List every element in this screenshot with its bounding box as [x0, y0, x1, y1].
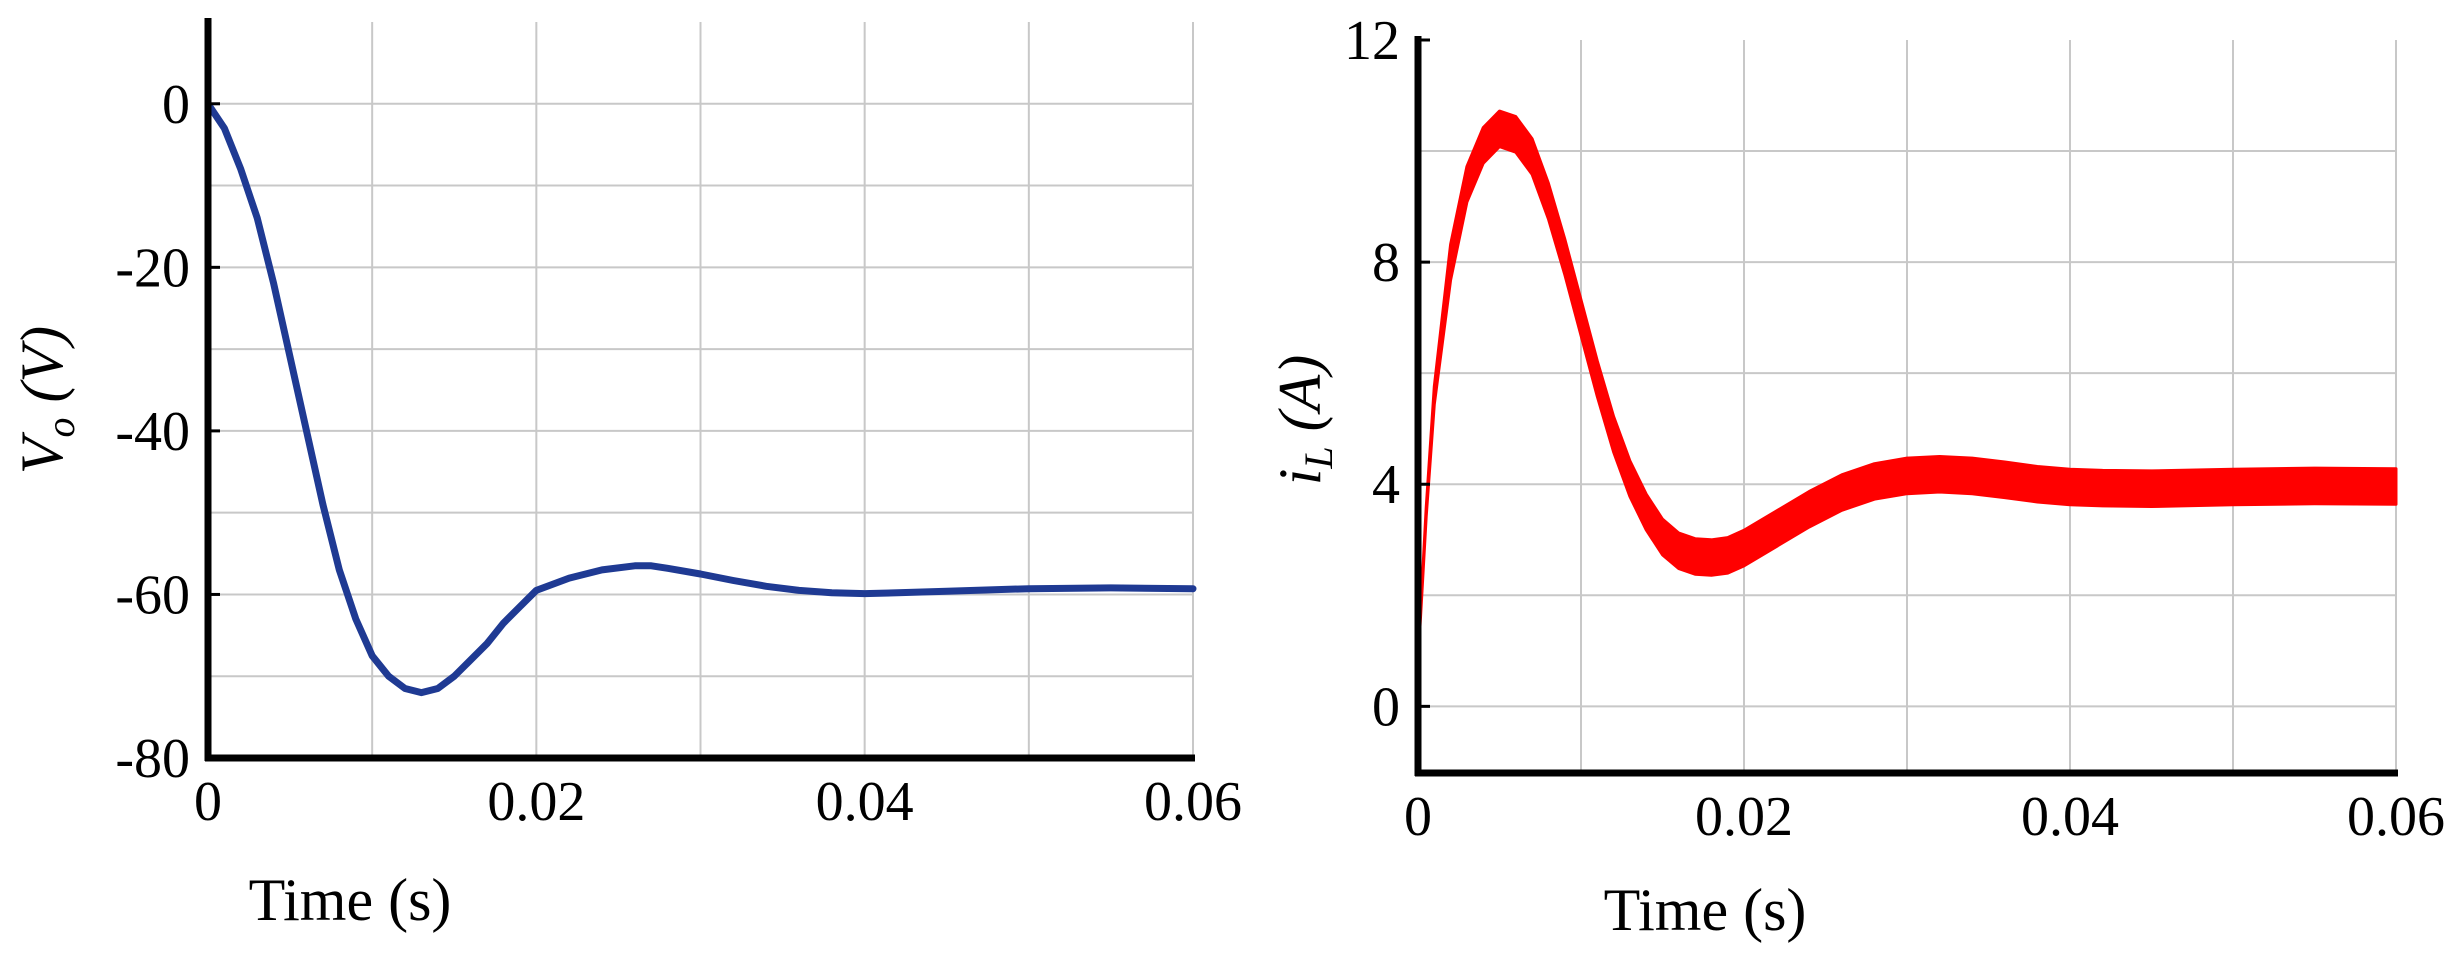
x-ticks-vo: 0 0.02 0.04 0.06	[194, 771, 1242, 833]
y-tick-label-vo-0: 0	[162, 74, 190, 136]
y-axis-title-il: iL (A)	[1267, 355, 1341, 486]
x-tick-label-vo-1: 0.02	[487, 771, 585, 833]
series-vo	[204, 100, 1197, 697]
axes-vo	[204, 18, 1195, 762]
series-il	[1416, 109, 2398, 664]
x-tick-label-vo-0: 0	[194, 771, 222, 833]
y-axis-title-vo-unit: (V)	[9, 326, 75, 418]
y-axis-title-il-main: i	[1267, 469, 1333, 486]
chart-vo: 0 -20 -40 -60 -80 0 0.02 0.04 0.06 Time (s) Vo …	[9, 18, 1242, 933]
y-axis-title-vo: Vo (V)	[9, 326, 83, 474]
x-tick-label-vo-3: 0.06	[1144, 771, 1242, 833]
y-axis-title-vo-sub: o	[38, 417, 83, 437]
chart-il: 0 4 8 12 0 0.02 0.04 0.06 Time (s) iL (A)	[1267, 10, 2445, 943]
series-band-il-0	[1416, 109, 2398, 664]
grid-il	[1418, 40, 2397, 773]
y-tick-label-vo-1: -20	[115, 237, 190, 299]
y-tick-label-il-3: 12	[1344, 10, 1400, 72]
x-tick-label-il-0: 0	[1404, 786, 1432, 848]
y-tick-label-vo-2: -40	[115, 401, 190, 463]
x-axis-title-il: Time (s)	[1604, 877, 1807, 943]
y-ticks-il: 0 4 8 12	[1344, 10, 1430, 738]
x-tick-label-il-3: 0.06	[2347, 786, 2445, 848]
x-axis-title-vo: Time (s)	[249, 867, 452, 933]
axes-il	[1414, 36, 2398, 777]
y-tick-label-il-2: 8	[1372, 232, 1400, 294]
x-ticks-il: 0 0.02 0.04 0.06	[1404, 786, 2445, 848]
x-tick-label-il-2: 0.04	[2021, 786, 2119, 848]
x-tick-label-vo-2: 0.04	[816, 771, 914, 833]
x-tick-label-il-1: 0.02	[1695, 786, 1793, 848]
y-ticks-vo: 0 -20 -40 -60 -80	[115, 74, 220, 790]
grid-vo	[208, 22, 1194, 758]
y-tick-label-il-1: 4	[1372, 454, 1400, 516]
y-tick-label-vo-4: -80	[115, 728, 190, 790]
y-tick-label-vo-3: -60	[115, 564, 190, 626]
y-axis-title-il-sub: L	[1296, 446, 1341, 469]
y-axis-title-vo-main: V	[9, 431, 75, 474]
y-axis-title-il-unit: (A)	[1267, 355, 1333, 447]
y-tick-label-il-0: 0	[1372, 676, 1400, 738]
series-line-vo-0	[204, 100, 1197, 697]
